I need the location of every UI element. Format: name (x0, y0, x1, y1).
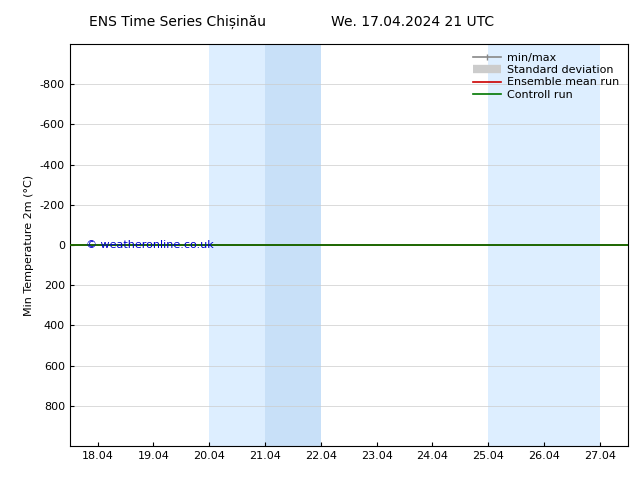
Legend: min/max, Standard deviation, Ensemble mean run, Controll run: min/max, Standard deviation, Ensemble me… (470, 49, 622, 103)
Y-axis label: Min Temperature 2m (°C): Min Temperature 2m (°C) (24, 174, 34, 316)
Bar (265, 44, 321, 446)
Text: ENS Time Series Chișinău: ENS Time Series Chișinău (89, 15, 266, 29)
Bar (209, 44, 265, 446)
Text: We. 17.04.2024 21 UTC: We. 17.04.2024 21 UTC (330, 15, 494, 29)
Bar (488, 44, 600, 446)
Text: © weatheronline.co.uk: © weatheronline.co.uk (86, 240, 214, 250)
